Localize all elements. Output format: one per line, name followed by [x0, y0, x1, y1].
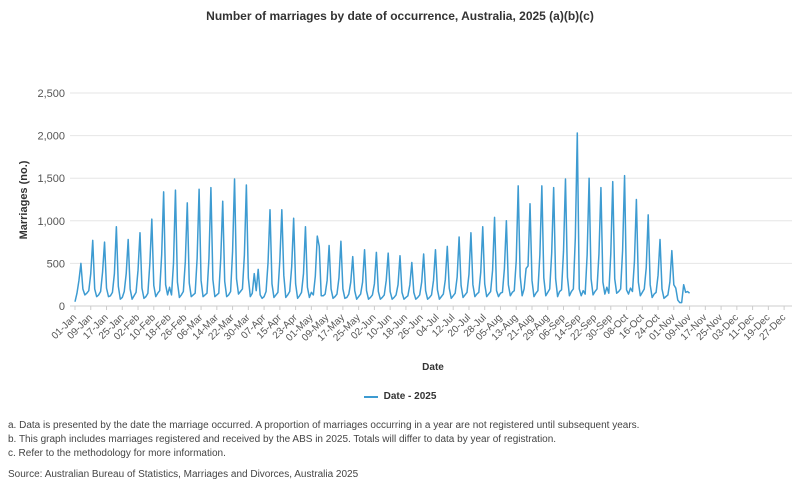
footnote-b: b. This graph includes marriages registe…: [8, 434, 557, 445]
y-tick-label: 2,000: [37, 131, 65, 143]
y-axis-ticks: 0 500 1,000 1,500 2,000 2,500: [37, 88, 65, 313]
footnotes: a. Data is presented by the date the mar…: [8, 419, 639, 461]
y-tick-label: 1,500: [37, 173, 65, 185]
legend: Date - 2025: [0, 391, 800, 402]
y-axis-label: Marriages (no.): [18, 160, 30, 239]
source-note: Source: Australian Bureau of Statistics,…: [8, 469, 359, 480]
footnote-c: c. Refer to the methodology for more inf…: [8, 448, 226, 459]
footnote-a: a. Data is presented by the date the mar…: [8, 420, 640, 431]
y-tick-label: 1,000: [37, 216, 65, 228]
y-tick-label: 0: [59, 301, 65, 313]
series-layer: [74, 132, 691, 304]
x-axis-ticks: 01-Jan09-Jan17-Jan25-Jan02-Feb10-Feb18-F…: [50, 306, 788, 344]
y-tick-label: 2,500: [37, 88, 65, 100]
y-tick-label: 500: [47, 258, 65, 270]
chart-title: Number of marriages by date of occurrenc…: [206, 9, 594, 23]
legend-item-date-2025[interactable]: Date - 2025: [363, 391, 437, 402]
series-line-date-2025[interactable]: [74, 132, 691, 304]
x-axis-label: Date: [422, 362, 444, 373]
gridlines: [70, 92, 792, 307]
legend-line-swatch-icon: [363, 395, 378, 398]
legend-label: Date - 2025: [383, 391, 437, 402]
